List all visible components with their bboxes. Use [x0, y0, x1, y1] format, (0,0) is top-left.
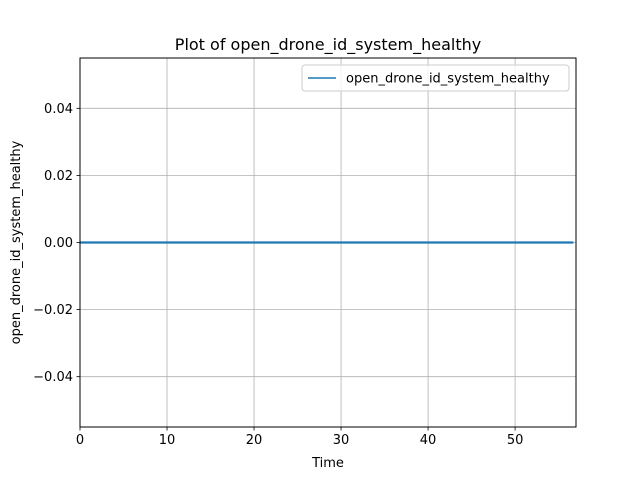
legend-entry-label: open_drone_id_system_healthy [346, 72, 550, 87]
x-tick-label: 50 [507, 433, 524, 448]
y-tick-label: 0.00 [44, 236, 73, 251]
legend: open_drone_id_system_healthy [301, 64, 570, 92]
x-tick-label: 20 [246, 433, 263, 448]
chart-title: Plot of open_drone_id_system_healthy [175, 35, 481, 55]
x-tick-label: 10 [159, 433, 176, 448]
y-axis-label: open_drone_id_system_healthy [9, 140, 24, 344]
y-tick-label: 0.04 [44, 102, 73, 117]
x-tick-label: 0 [76, 433, 84, 448]
y-tick-label: 0.02 [44, 169, 73, 184]
ticks: 0 10 20 30 40 50 −0.04 −0.02 0.00 0.02 0.04 [33, 102, 523, 448]
x-tick-label: 30 [333, 433, 350, 448]
x-tick-label: 40 [420, 433, 437, 448]
legend-box [301, 64, 570, 92]
y-tick-label: −0.02 [33, 303, 73, 318]
x-axis-label: Time [311, 456, 344, 471]
y-tick-label: −0.04 [33, 370, 73, 385]
